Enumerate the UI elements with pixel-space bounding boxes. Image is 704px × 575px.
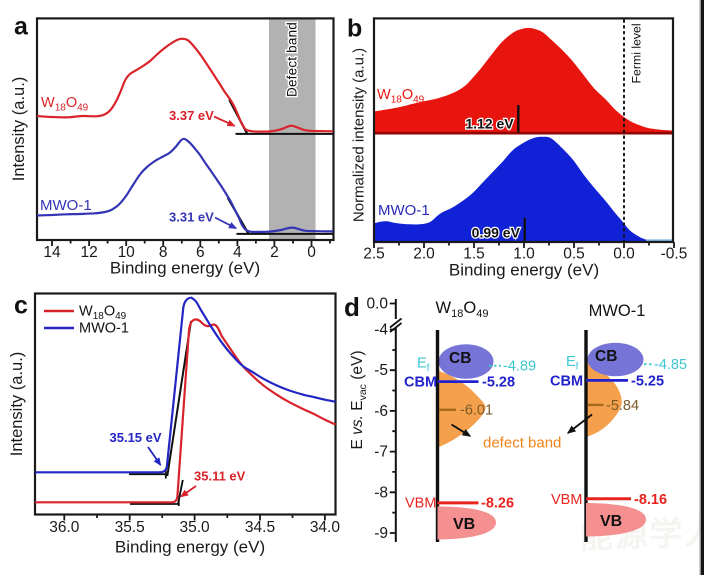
svg-text:0.0: 0.0: [366, 296, 388, 313]
svg-text:-8.26: -8.26: [481, 496, 514, 512]
svg-text:6: 6: [196, 244, 205, 261]
svg-text:3.31 eV: 3.31 eV: [169, 210, 214, 225]
svg-text:0.0: 0.0: [613, 246, 635, 263]
svg-text:MWO-1: MWO-1: [589, 302, 646, 320]
svg-text:36.0: 36.0: [49, 519, 80, 536]
svg-text:-9: -9: [374, 525, 388, 542]
svg-text:VBM: VBM: [551, 492, 582, 508]
svg-text:-8: -8: [374, 484, 388, 501]
svg-text:1.12 eV: 1.12 eV: [465, 116, 514, 132]
svg-text:10: 10: [118, 244, 136, 261]
svg-text:MWO-1: MWO-1: [79, 321, 129, 337]
svg-text:W18O49: W18O49: [41, 95, 89, 114]
svg-text:12: 12: [80, 244, 97, 261]
svg-text:35.0: 35.0: [180, 519, 211, 536]
svg-text:-5.84: -5.84: [606, 398, 639, 414]
svg-text:0.99 eV: 0.99 eV: [472, 225, 521, 241]
svg-text:-4.85: -4.85: [654, 357, 687, 373]
svg-text:2: 2: [270, 244, 279, 261]
svg-text:4: 4: [233, 244, 242, 261]
svg-text:35.5: 35.5: [115, 519, 145, 536]
svg-text:E vs. Evac (eV): E vs. Evac (eV): [349, 350, 369, 449]
svg-text:CBM: CBM: [550, 374, 583, 390]
svg-text:Fermi level: Fermi level: [630, 23, 644, 83]
svg-text:1.5: 1.5: [463, 246, 485, 263]
svg-text:b: b: [347, 15, 362, 43]
svg-text:Normalized intensity (a.u.): Normalized intensity (a.u.): [351, 48, 368, 222]
svg-text:-0.5: -0.5: [661, 246, 688, 263]
svg-text:Ef: Ef: [417, 356, 430, 375]
svg-text:-4.89: -4.89: [503, 359, 536, 375]
svg-text:-6: -6: [374, 403, 388, 420]
svg-text:-5: -5: [374, 362, 388, 379]
svg-text:-8.16: -8.16: [634, 492, 667, 508]
svg-text:Binding energy (eV): Binding energy (eV): [110, 259, 260, 278]
svg-text:1.0: 1.0: [513, 246, 535, 263]
svg-text:CB: CB: [595, 348, 617, 365]
svg-text:W18O49: W18O49: [436, 299, 489, 320]
svg-text:Intensity (a.u.): Intensity (a.u.): [10, 77, 28, 182]
svg-text:a: a: [14, 13, 29, 41]
svg-text:Binding energy (eV): Binding energy (eV): [115, 538, 265, 557]
svg-text:-6.01: -6.01: [460, 403, 493, 419]
svg-text:W18O49: W18O49: [377, 87, 425, 106]
svg-text:Ef: Ef: [566, 354, 579, 373]
svg-text:3.37 eV: 3.37 eV: [169, 108, 214, 123]
svg-text:8: 8: [159, 244, 168, 261]
svg-text:0.5: 0.5: [563, 246, 585, 263]
svg-text:VB: VB: [600, 513, 622, 530]
svg-text:d: d: [344, 292, 360, 322]
svg-text:-7: -7: [374, 444, 388, 461]
svg-text:35.15 eV: 35.15 eV: [110, 430, 162, 445]
svg-text:c: c: [14, 292, 28, 320]
svg-text:W18O49: W18O49: [79, 304, 127, 323]
svg-text:14: 14: [43, 244, 61, 261]
svg-text:34.5: 34.5: [245, 519, 275, 536]
svg-text:-4: -4: [374, 322, 388, 339]
svg-text:34.0: 34.0: [310, 519, 341, 536]
svg-text:Intensity (a.u.): Intensity (a.u.): [8, 352, 26, 457]
svg-text:35.11 eV: 35.11 eV: [194, 469, 246, 484]
svg-text:-5.25: -5.25: [631, 374, 664, 390]
svg-text:MWO-1: MWO-1: [378, 202, 430, 219]
svg-text:2.0: 2.0: [413, 246, 435, 263]
svg-text:0: 0: [307, 244, 316, 261]
svg-text:-5.28: -5.28: [482, 375, 515, 391]
svg-text:MWO-1: MWO-1: [40, 197, 92, 214]
svg-text:CBM: CBM: [404, 375, 437, 391]
svg-text:2.5: 2.5: [363, 246, 385, 263]
svg-text:defect band: defect band: [483, 435, 561, 452]
svg-text:CB: CB: [449, 350, 471, 367]
svg-text:Defect band: Defect band: [285, 22, 300, 97]
svg-text:VBM: VBM: [405, 496, 436, 512]
svg-text:VB: VB: [453, 516, 475, 533]
svg-text:Binding energy (eV): Binding energy (eV): [449, 261, 599, 280]
